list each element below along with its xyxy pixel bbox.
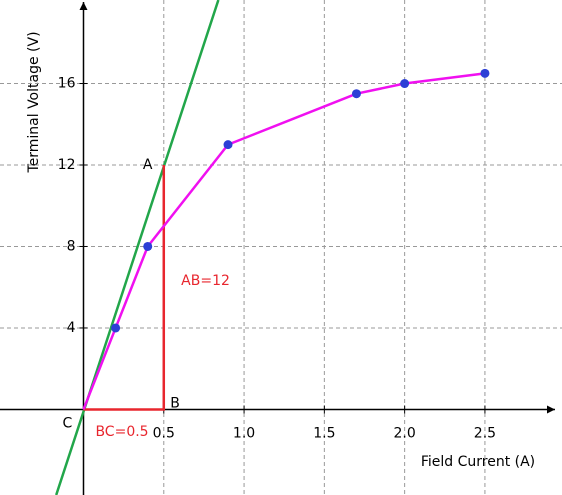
x-tick-label: 1.5 — [313, 425, 335, 441]
x-tick-label: 2.0 — [394, 425, 416, 441]
annotation: AB=12 — [181, 273, 230, 289]
x-tick-label: 0.5 — [153, 425, 175, 441]
y-axis-label: Terminal Voltage (V) — [26, 31, 42, 173]
x-axis-label: Field Current (A) — [421, 454, 535, 470]
data-point — [143, 241, 153, 251]
data-line — [82, 72, 486, 410]
x-tick-label: 1.0 — [233, 425, 255, 441]
x-tick-label: 2.5 — [474, 425, 496, 441]
y-tick-label: 12 — [58, 157, 76, 173]
annotation: C — [63, 416, 73, 432]
x-axis-arrow — [547, 405, 555, 414]
annotation: A — [143, 157, 153, 173]
y-tick-label: 8 — [67, 238, 76, 254]
annotation: BC=0.5 — [95, 424, 148, 440]
data-point — [351, 89, 361, 99]
data-point — [480, 68, 490, 78]
y-tick-label: 16 — [58, 76, 76, 92]
annotation: B — [170, 395, 180, 411]
data-line — [83, 165, 166, 411]
data-point — [111, 323, 121, 333]
data-line — [55, 0, 220, 495]
data-point — [223, 140, 233, 150]
y-tick-label: 4 — [67, 320, 76, 336]
data-point — [400, 79, 410, 89]
y-axis-arrow — [79, 2, 88, 10]
